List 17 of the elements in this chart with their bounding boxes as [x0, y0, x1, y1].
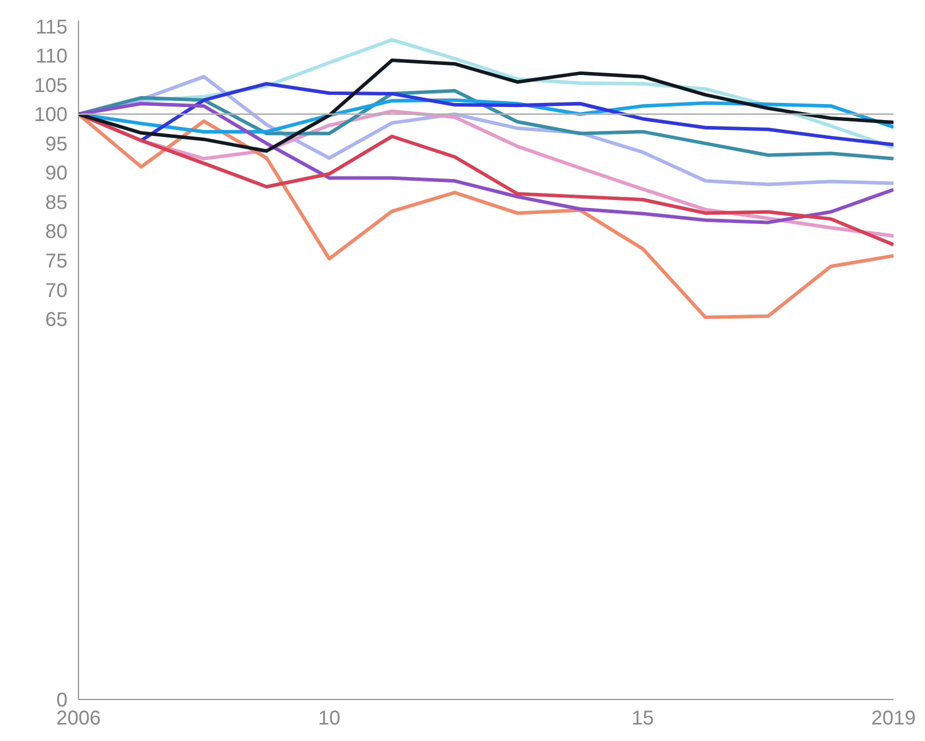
x-tick-label: 2019	[871, 708, 916, 730]
y-tick-label: 100	[34, 104, 68, 126]
line-series	[78, 102, 894, 224]
y-tick-label: 80	[45, 221, 68, 244]
y-tick-label: 70	[45, 280, 68, 302]
y-tick-label: 65	[45, 309, 68, 332]
y-tick-label: 85	[45, 192, 68, 214]
y-tick-label: 115	[36, 16, 68, 38]
x-tick-label: 10	[318, 708, 340, 730]
y-tick-label: 90	[45, 162, 68, 185]
line-series	[78, 58, 894, 153]
y-tick-label: 75	[45, 250, 68, 272]
y-tick-label: 110	[36, 46, 68, 68]
line-series	[139, 82, 894, 146]
y-tick-label: 95	[45, 133, 68, 156]
y-tick-label: 105	[34, 74, 68, 97]
x-tick-label: 15	[632, 708, 654, 730]
